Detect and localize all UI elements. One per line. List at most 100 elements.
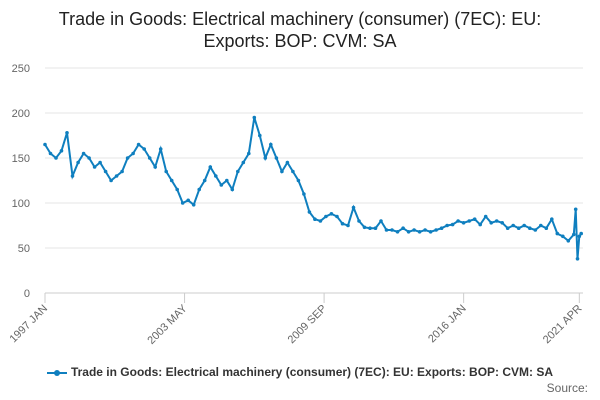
data-point[interactable] <box>575 257 580 261</box>
data-point[interactable] <box>225 178 229 183</box>
data-point[interactable] <box>236 169 240 174</box>
data-point[interactable] <box>533 228 538 232</box>
data-point[interactable] <box>494 219 499 223</box>
data-point[interactable] <box>511 223 515 228</box>
data-point[interactable] <box>43 142 47 147</box>
data-point[interactable] <box>500 221 505 225</box>
data-point[interactable] <box>572 232 576 237</box>
data-point[interactable] <box>191 203 196 207</box>
data-point[interactable] <box>313 217 317 221</box>
data-point[interactable] <box>76 160 80 165</box>
data-point[interactable] <box>561 234 565 239</box>
data-point[interactable] <box>505 226 510 230</box>
data-point[interactable] <box>579 231 583 236</box>
data-point[interactable] <box>379 219 383 223</box>
data-point[interactable] <box>175 187 179 192</box>
data-point[interactable] <box>252 115 257 120</box>
data-point[interactable] <box>269 142 273 147</box>
data-point[interactable] <box>131 151 135 156</box>
data-point[interactable] <box>461 221 466 225</box>
data-point[interactable] <box>329 212 334 216</box>
data-point[interactable] <box>577 234 582 239</box>
data-point[interactable] <box>280 169 284 174</box>
data-point[interactable] <box>417 230 422 234</box>
data-point[interactable] <box>555 231 560 236</box>
data-point[interactable] <box>428 230 433 234</box>
data-point[interactable] <box>302 192 306 196</box>
data-point[interactable] <box>219 183 224 187</box>
data-point[interactable] <box>522 223 526 228</box>
data-point[interactable] <box>180 201 185 205</box>
data-point[interactable] <box>357 219 361 223</box>
data-point[interactable] <box>48 151 53 156</box>
data-point[interactable] <box>296 178 301 183</box>
data-point[interactable] <box>285 160 290 165</box>
data-point[interactable] <box>362 225 367 230</box>
data-point[interactable] <box>87 156 91 160</box>
data-point[interactable] <box>395 230 400 234</box>
data-point[interactable] <box>125 156 130 160</box>
data-point[interactable] <box>109 178 113 183</box>
data-point[interactable] <box>368 226 372 230</box>
data-point[interactable] <box>573 207 578 212</box>
data-point[interactable] <box>478 222 483 227</box>
data-point[interactable] <box>434 228 438 232</box>
data-point[interactable] <box>439 226 444 230</box>
data-point[interactable] <box>103 169 108 174</box>
data-point[interactable] <box>186 198 190 203</box>
data-point[interactable] <box>384 228 389 232</box>
data-point[interactable] <box>528 226 532 230</box>
data-point[interactable] <box>214 174 218 178</box>
data-point[interactable] <box>539 223 543 228</box>
data-point[interactable] <box>263 156 268 160</box>
data-point[interactable] <box>202 178 207 183</box>
data-point[interactable] <box>147 156 152 160</box>
data-point[interactable] <box>92 165 97 169</box>
data-point[interactable] <box>197 187 201 192</box>
data-point[interactable] <box>566 239 571 243</box>
data-point[interactable] <box>335 214 339 219</box>
data-point[interactable] <box>70 174 75 178</box>
legend[interactable]: Trade in Goods: Electrical machinery (co… <box>0 365 600 379</box>
data-point[interactable] <box>158 147 163 151</box>
data-point[interactable] <box>550 217 554 221</box>
data-point[interactable] <box>291 169 295 174</box>
data-point[interactable] <box>169 178 174 183</box>
data-point[interactable] <box>324 214 328 219</box>
data-point[interactable] <box>230 187 235 192</box>
data-point[interactable] <box>467 219 472 223</box>
data-point[interactable] <box>65 131 69 135</box>
data-point[interactable] <box>258 133 262 138</box>
data-point[interactable] <box>318 219 323 223</box>
data-point[interactable] <box>114 174 119 178</box>
data-point[interactable] <box>274 156 279 160</box>
data-point[interactable] <box>153 165 157 169</box>
data-point[interactable] <box>208 165 213 169</box>
data-point[interactable] <box>456 219 460 223</box>
data-point[interactable] <box>98 160 102 165</box>
data-point[interactable] <box>120 169 124 174</box>
data-point[interactable] <box>390 228 394 232</box>
data-point[interactable] <box>247 151 251 156</box>
data-point[interactable] <box>483 214 488 219</box>
data-point[interactable] <box>164 169 168 174</box>
data-point[interactable] <box>346 223 350 228</box>
data-point[interactable] <box>516 226 521 230</box>
data-point[interactable] <box>489 221 494 225</box>
data-point[interactable] <box>241 160 246 165</box>
data-point[interactable] <box>307 210 312 214</box>
data-point[interactable] <box>412 228 416 232</box>
data-point[interactable] <box>472 217 477 221</box>
data-point[interactable] <box>142 147 146 151</box>
data-point[interactable] <box>406 230 411 234</box>
data-point[interactable] <box>544 226 549 230</box>
data-point[interactable] <box>450 222 455 227</box>
data-point[interactable] <box>59 149 64 153</box>
data-point[interactable] <box>373 226 378 230</box>
data-point[interactable] <box>136 142 141 147</box>
data-point[interactable] <box>54 156 58 160</box>
data-point[interactable] <box>445 223 449 228</box>
data-point[interactable] <box>401 226 405 230</box>
data-point[interactable] <box>351 205 356 210</box>
data-point[interactable] <box>340 221 345 226</box>
